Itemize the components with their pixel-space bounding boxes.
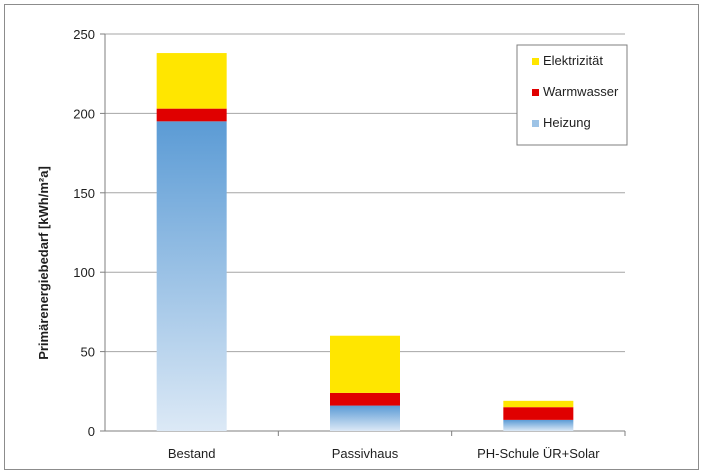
- y-tick-label: 100: [73, 265, 95, 280]
- legend-label: Warmwasser: [543, 84, 619, 99]
- y-tick-label: 200: [73, 106, 95, 121]
- legend-swatch: [532, 58, 539, 65]
- x-tick-labels: Bestand Passivhaus PH-Schule ÜR+Solar: [168, 446, 600, 461]
- y-axis-label: Primärenergiebedarf [kWh/m²a]: [36, 166, 51, 360]
- x-tick-label: Bestand: [168, 446, 216, 461]
- y-tick-label: 150: [73, 186, 95, 201]
- bar-segment-warmwasser: [503, 407, 574, 420]
- bar-segment-warmwasser: [330, 392, 400, 406]
- bars: [156, 53, 574, 431]
- y-tick-label: 50: [81, 345, 95, 360]
- x-tick-label: PH-Schule ÜR+Solar: [477, 446, 600, 461]
- legend: Elektrizität Warmwasser Heizung: [516, 44, 628, 146]
- legend-label: Heizung: [543, 115, 591, 130]
- bar-segment-elektrizität: [156, 53, 227, 109]
- legend-swatch: [532, 120, 539, 127]
- bar-segment-heizung: [156, 121, 227, 431]
- bar-segment-warmwasser: [156, 108, 227, 122]
- legend-label: Elektrizität: [543, 53, 603, 68]
- bar-segment-heizung: [503, 419, 574, 431]
- y-tick-label: 0: [88, 424, 95, 439]
- bar-segment-heizung: [330, 405, 400, 431]
- bar-segment-elektrizität: [330, 335, 400, 393]
- legend-swatch: [532, 89, 539, 96]
- x-tick-label: Passivhaus: [332, 446, 399, 461]
- bar-segment-elektrizität: [503, 400, 574, 408]
- y-tick-label: 250: [73, 27, 95, 42]
- y-tick-labels: 0 50 100 150 200 250: [73, 27, 95, 439]
